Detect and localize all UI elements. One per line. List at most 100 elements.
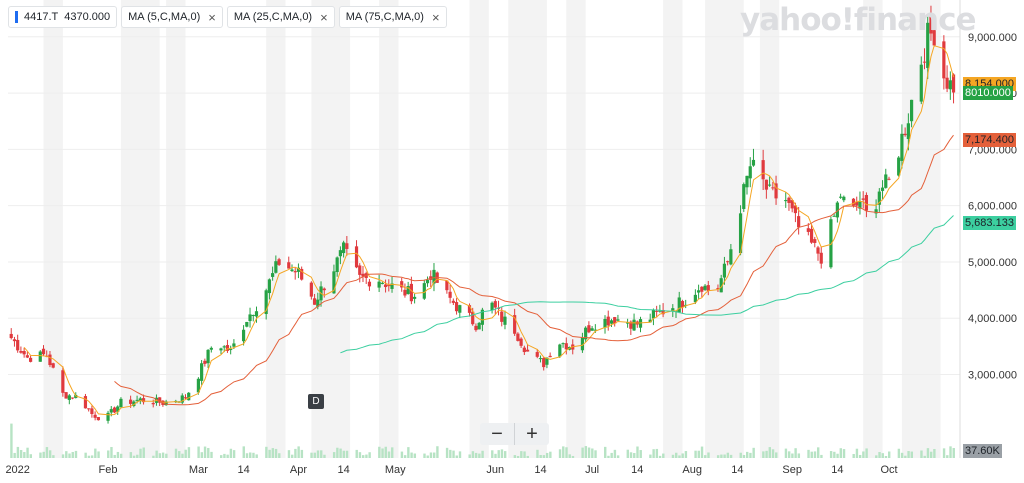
volume-bar: [174, 448, 178, 458]
volume-bar: [355, 449, 358, 458]
candle-body: [9, 333, 13, 339]
volume-bar: [884, 455, 888, 458]
zoom-out-button[interactable]: −: [491, 422, 503, 445]
volume-bar: [178, 451, 181, 458]
shade-band: [469, 0, 489, 458]
volume-bar: [39, 452, 42, 458]
volume-bar: [907, 451, 910, 458]
volume-bar: [132, 455, 136, 458]
volume-bar: [655, 448, 659, 458]
volume-bar: [652, 449, 655, 458]
volume-bar: [658, 455, 662, 458]
candle-body: [225, 345, 230, 351]
x-tick-label: Mar: [189, 464, 208, 476]
candle-body: [196, 378, 200, 393]
candle-body: [797, 216, 801, 228]
candle-body: [445, 280, 449, 291]
volume-bar: [316, 450, 320, 458]
volume-bar: [310, 452, 313, 458]
yahoo-finance-logo: yahoo!finance: [740, 2, 976, 38]
candle-body: [277, 259, 281, 265]
dividend-marker[interactable]: D: [308, 394, 324, 409]
volume-bar: [452, 450, 455, 458]
volume-bar: [197, 446, 200, 458]
volume-bar: [13, 452, 16, 458]
x-tick-label: Sep: [782, 464, 802, 476]
volume-bar: [203, 446, 207, 458]
candle-body: [616, 319, 620, 321]
candle-body: [409, 283, 413, 302]
volume-bar: [694, 450, 697, 458]
volume-bar: [29, 454, 32, 458]
volume-bar: [787, 451, 791, 458]
volume-bar: [716, 455, 720, 458]
candle-body: [745, 175, 749, 188]
candle-body: [335, 257, 339, 273]
volume-bar: [562, 446, 565, 458]
candle-body: [880, 187, 885, 191]
candle-body: [490, 302, 494, 311]
candle-body: [903, 133, 907, 136]
volume-bar: [407, 447, 410, 458]
volume-bar: [97, 451, 100, 458]
volume-bar: [323, 454, 326, 458]
volume-bar: [704, 455, 707, 458]
volume-bar: [61, 454, 65, 458]
volume-bar: [768, 447, 771, 458]
candle-body: [658, 310, 662, 312]
x-tick-label: 14: [237, 464, 249, 476]
volume-bar: [249, 452, 252, 458]
candle-body: [135, 399, 139, 401]
volume-bar: [697, 450, 701, 458]
volume-bar: [158, 453, 162, 458]
candle-body: [413, 296, 417, 299]
candle-body: [322, 288, 326, 291]
candle-body: [403, 289, 407, 296]
volume-bar: [384, 446, 387, 458]
volume-bar: [200, 452, 204, 458]
candle-body: [400, 281, 404, 288]
zoom-in-button[interactable]: +: [526, 422, 538, 445]
candle-body: [661, 310, 665, 315]
volume-bar: [429, 452, 433, 458]
candle-body: [387, 284, 391, 287]
candle-body: [906, 123, 910, 140]
symbol-chip[interactable]: 4417.T 4370.000: [8, 6, 118, 28]
close-icon[interactable]: ×: [320, 9, 328, 25]
candle-body: [287, 262, 291, 269]
volume-bar: [739, 452, 742, 458]
candle-body: [606, 316, 610, 326]
candle-body: [354, 246, 359, 268]
candle-body: [222, 346, 226, 348]
candle-body: [70, 397, 75, 399]
chart-legend: 4417.T 4370.000 MA (5,C,MA,0) × MA (25,C…: [8, 6, 447, 28]
volume-bar: [875, 455, 878, 458]
y-tick-label: 9,000.000: [968, 32, 1017, 44]
volume-bar: [604, 446, 607, 458]
candle-body: [477, 322, 481, 330]
volume-bar: [629, 452, 633, 458]
candle-body: [613, 317, 617, 324]
close-icon[interactable]: ×: [431, 9, 440, 25]
candle-body: [38, 351, 42, 362]
close-icon[interactable]: ×: [208, 9, 216, 25]
shade-band: [663, 0, 683, 458]
volume-bar: [458, 451, 462, 458]
candle-body: [626, 322, 630, 324]
ma75-chip[interactable]: MA (75,C,MA,0) ×: [338, 6, 447, 28]
candle-body: [761, 160, 765, 180]
volume-bar: [797, 453, 801, 458]
candle-body: [474, 325, 478, 331]
candle-body: [603, 318, 607, 328]
candle-body: [248, 314, 252, 322]
volume-bar: [833, 451, 836, 458]
candle-body: [119, 398, 123, 408]
ma25-chip[interactable]: MA (25,C,MA,0) ×: [226, 6, 335, 28]
candle-body: [425, 279, 430, 284]
candle-body: [726, 261, 730, 263]
ma5-chip[interactable]: MA (5,C,MA,0) ×: [121, 6, 223, 28]
candle-body: [716, 288, 720, 290]
candle-body: [164, 401, 168, 406]
volume-bar: [252, 452, 255, 458]
